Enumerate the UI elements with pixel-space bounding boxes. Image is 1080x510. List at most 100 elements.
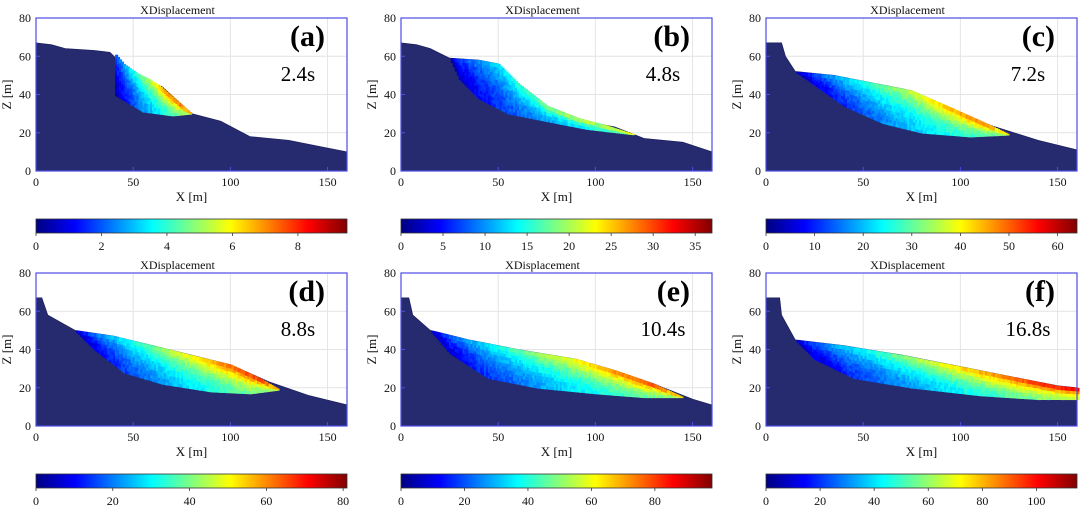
particle-cell xyxy=(460,351,464,356)
particle-cell xyxy=(604,385,608,390)
particle-cell xyxy=(911,93,915,98)
particle-cell xyxy=(952,129,956,133)
particle-cell xyxy=(845,371,849,376)
particle-cell xyxy=(919,116,923,121)
particle-cell xyxy=(987,375,991,379)
particle-cell xyxy=(454,67,458,72)
particle-cell xyxy=(938,371,942,376)
particle-cell xyxy=(604,125,608,129)
particle-cell xyxy=(216,376,220,381)
particle-cell xyxy=(474,350,478,355)
particle-cell xyxy=(884,352,888,357)
particle-cell xyxy=(173,112,177,117)
particle-cell xyxy=(882,370,886,375)
particle-cell xyxy=(862,352,866,356)
particle-cell xyxy=(552,113,556,118)
particle-cell xyxy=(944,125,948,130)
particle-cell xyxy=(843,90,847,94)
particle-cell xyxy=(460,62,464,67)
particle-cell xyxy=(946,106,950,111)
particle-cell xyxy=(893,111,897,115)
particle-cell xyxy=(955,371,959,376)
particle-cell xyxy=(924,117,928,122)
particle-cell xyxy=(622,376,626,381)
particle-cell xyxy=(831,84,835,89)
particle-cell xyxy=(534,115,538,120)
particle-cell xyxy=(831,94,835,99)
particle-cell xyxy=(159,374,163,379)
particle-cell xyxy=(485,83,489,88)
particle-cell xyxy=(262,386,266,390)
particle-cell xyxy=(136,357,140,362)
particle-cell xyxy=(511,86,515,91)
particle-cell xyxy=(95,336,99,341)
particle-cell xyxy=(478,365,482,370)
particle-cell xyxy=(919,103,923,108)
particle-cell xyxy=(552,386,556,391)
particle-cell xyxy=(536,107,540,112)
particle-cell xyxy=(150,92,154,96)
particle-cell xyxy=(478,362,482,367)
particle-cell xyxy=(627,393,631,397)
particle-cell xyxy=(115,73,119,78)
particle-cell xyxy=(239,369,243,374)
particle-cell xyxy=(175,100,179,104)
particle-cell xyxy=(181,359,185,363)
particle-cell xyxy=(538,365,542,370)
particle-cell xyxy=(573,123,577,128)
particle-cell xyxy=(194,362,198,366)
particle-cell xyxy=(866,368,870,372)
particle-cell xyxy=(517,88,521,93)
particle-cell xyxy=(206,387,210,392)
particle-cell xyxy=(887,377,891,382)
particle-cell xyxy=(169,103,173,108)
particle-cell xyxy=(522,105,526,109)
particle-cell xyxy=(210,360,214,364)
particle-cell xyxy=(138,90,142,95)
particle-cell xyxy=(456,61,460,66)
particle-cell xyxy=(140,368,144,373)
particle-cell xyxy=(852,347,856,352)
particle-cell xyxy=(629,384,633,389)
particle-cell xyxy=(484,64,488,69)
particle-cell xyxy=(625,389,629,394)
particle-cell xyxy=(120,361,124,366)
particle-cell xyxy=(126,93,130,98)
particle-cell xyxy=(536,381,540,386)
particle-cell xyxy=(520,362,524,367)
particle-cell xyxy=(893,99,897,103)
particle-cell xyxy=(616,392,620,396)
particle-cell xyxy=(507,76,511,81)
particle-cell xyxy=(919,376,923,381)
particle-cell xyxy=(841,369,845,374)
particle-cell xyxy=(655,387,659,392)
particle-cell xyxy=(192,370,196,375)
particle-cell xyxy=(633,390,637,395)
particle-cell xyxy=(827,91,831,96)
y-tick-label: 80 xyxy=(19,11,31,25)
particle-cell xyxy=(852,107,856,112)
particle-cell xyxy=(179,103,183,108)
particle-cell xyxy=(575,373,579,378)
particle-cell xyxy=(519,368,523,373)
particle-cell xyxy=(847,352,851,357)
particle-cell xyxy=(148,344,152,349)
x-axis-label: X [m] xyxy=(176,189,207,204)
particle-cell xyxy=(507,73,511,78)
particle-cell xyxy=(876,108,880,113)
particle-cell xyxy=(520,356,524,361)
particle-cell xyxy=(930,102,934,107)
particle-cell xyxy=(117,87,121,92)
particle-cell xyxy=(495,367,499,372)
particle-cell xyxy=(585,361,589,366)
particle-cell xyxy=(464,72,468,77)
particle-cell xyxy=(239,378,243,382)
particle-cell xyxy=(130,349,134,354)
particle-cell xyxy=(606,125,610,130)
particle-cell xyxy=(119,83,123,87)
particle-cell xyxy=(577,385,581,390)
particle-cell xyxy=(491,366,495,371)
particle-cell xyxy=(618,386,622,391)
particle-cell xyxy=(977,392,981,396)
particle-cell xyxy=(173,382,177,387)
